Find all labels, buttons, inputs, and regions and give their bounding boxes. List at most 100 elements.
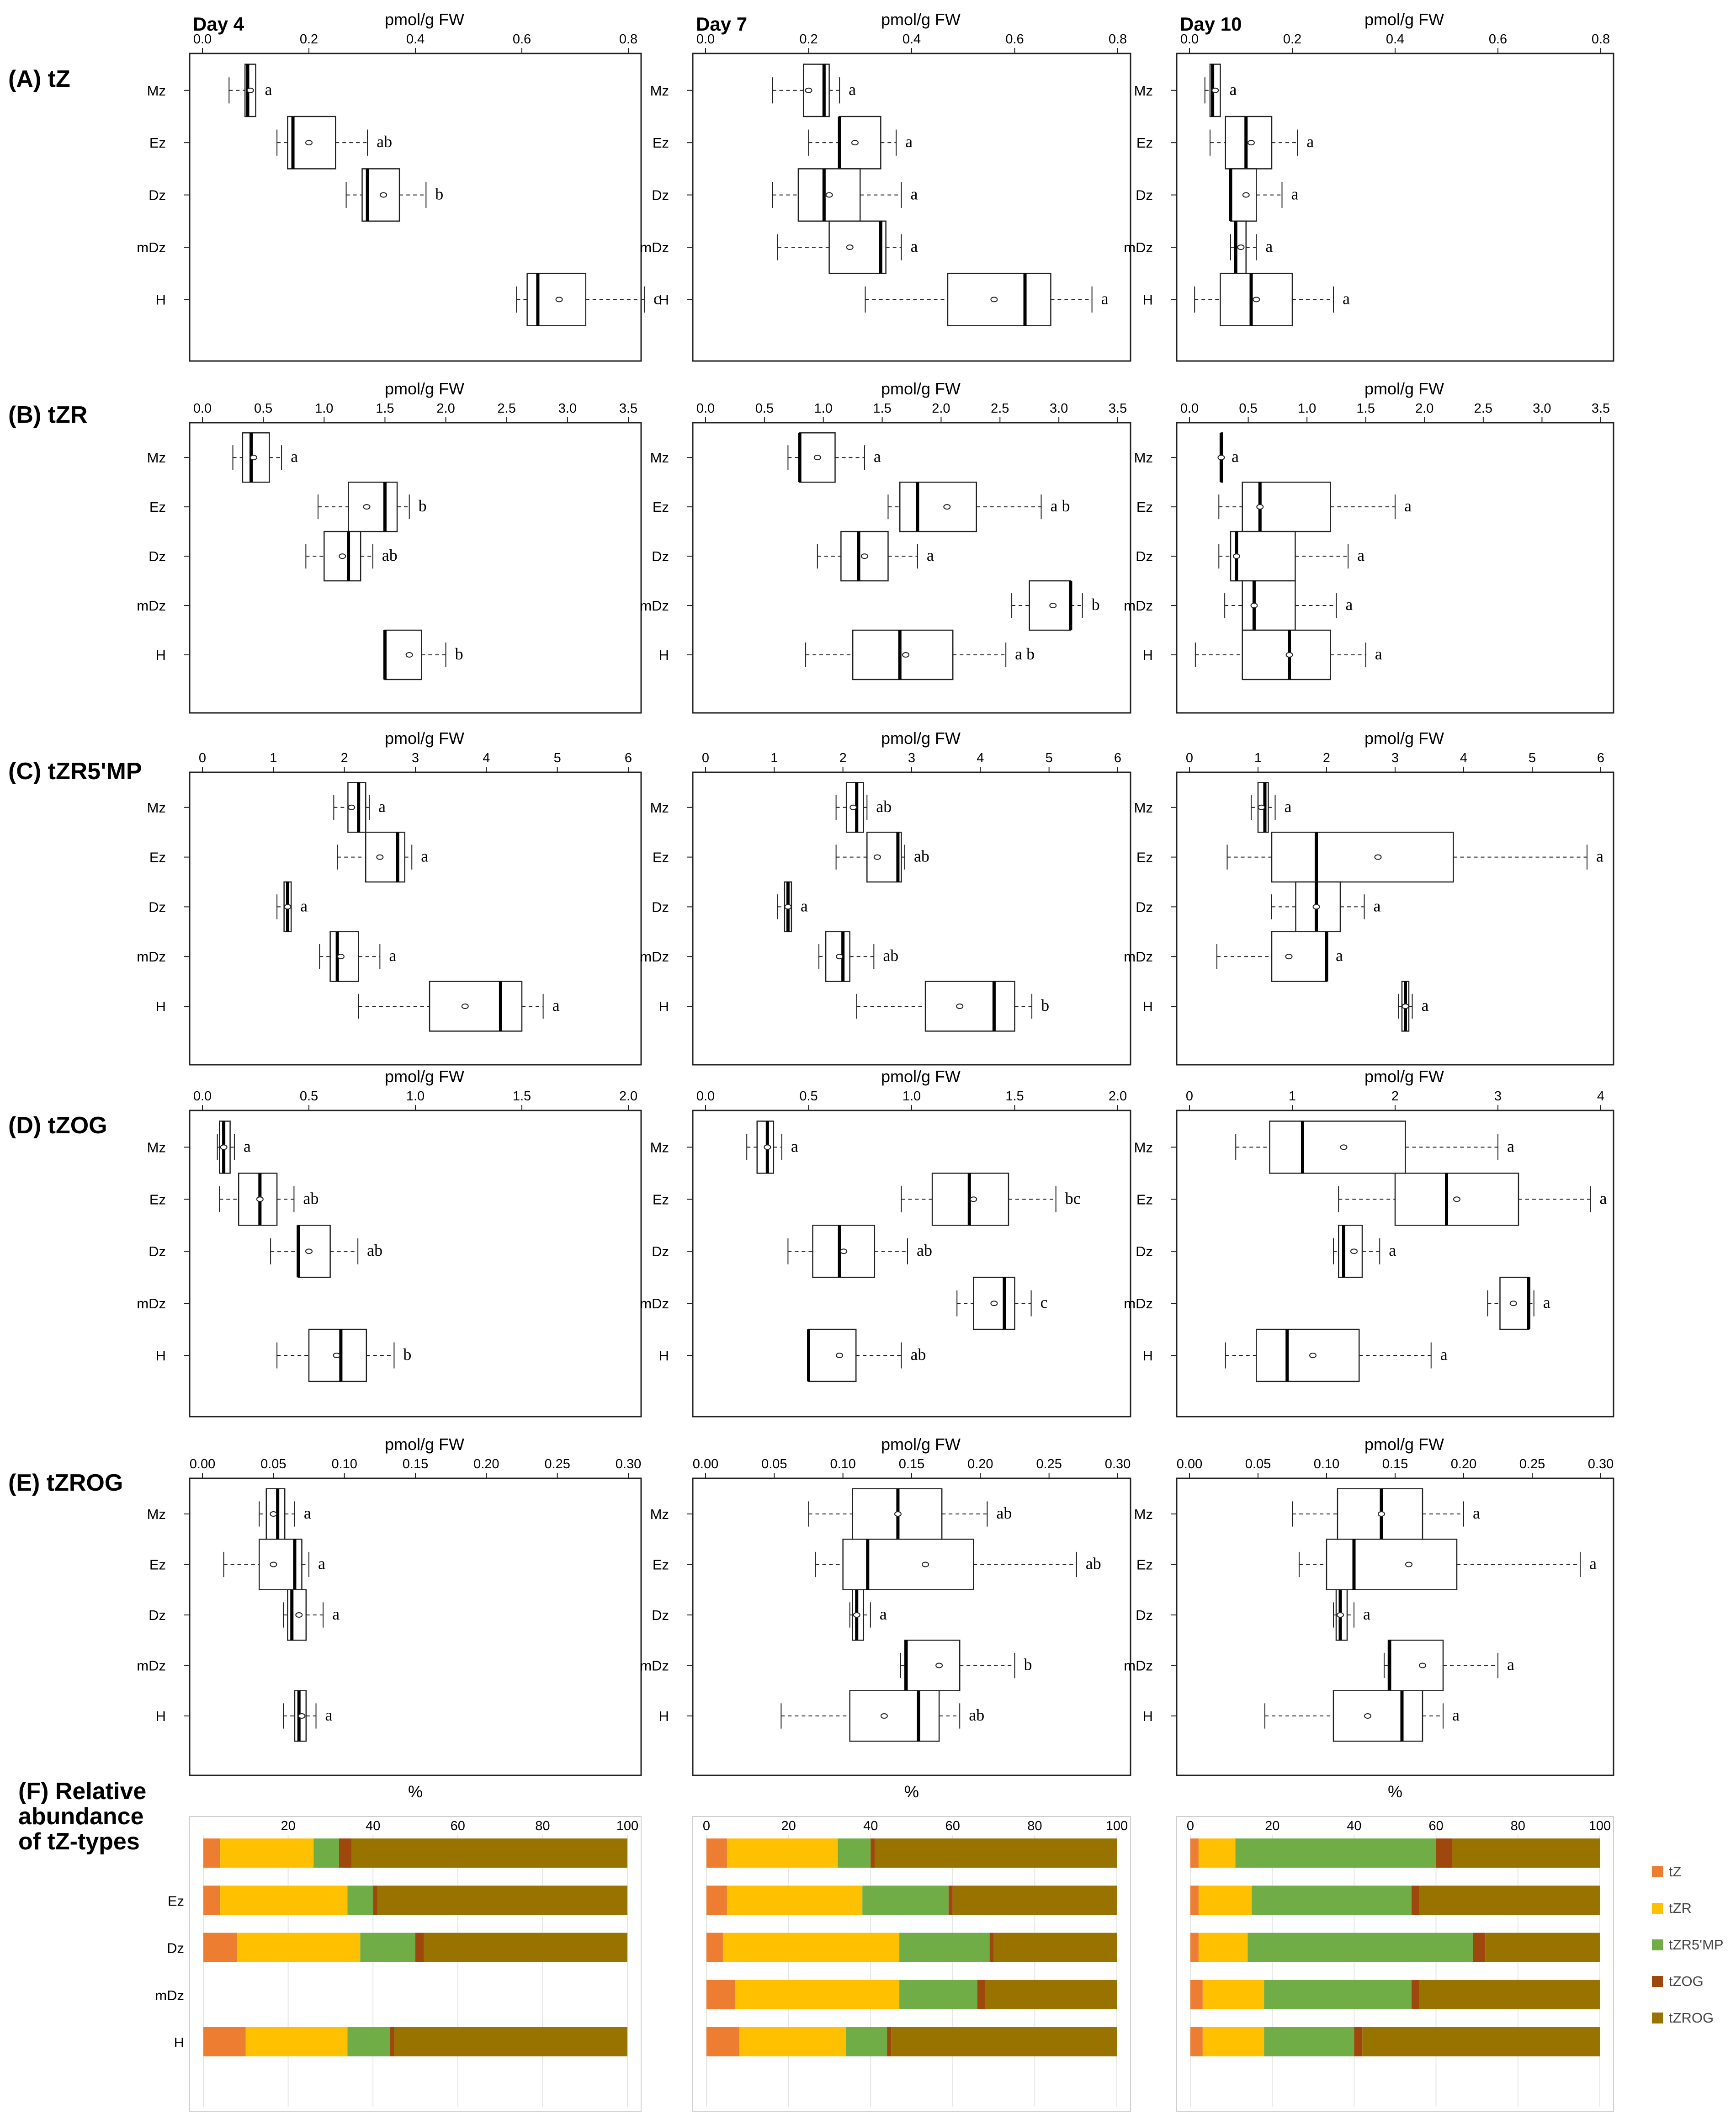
- mean-marker: [880, 1713, 888, 1719]
- significance-label: a: [325, 1706, 333, 1724]
- significance-label: a: [1336, 946, 1343, 965]
- box-Ez: a: [1338, 1173, 1607, 1226]
- box-Dz: a: [1229, 168, 1299, 222]
- x-tick-label: 0.6: [513, 32, 531, 47]
- category-label: Dz: [1136, 1243, 1153, 1259]
- category-label: H: [659, 1348, 669, 1364]
- x-tick-label: 60: [451, 1819, 465, 1833]
- box-Dz: a: [1333, 1225, 1396, 1278]
- x-tick-label: 0.2: [300, 32, 318, 47]
- significance-label: a b: [1015, 645, 1035, 663]
- mean-marker: [220, 1144, 228, 1150]
- x-tick-label: 1.0: [814, 401, 833, 416]
- box-H: c: [516, 272, 661, 326]
- category-label: Mz: [147, 450, 166, 466]
- box-mDz: a: [1487, 1276, 1550, 1330]
- box-Mz: a: [1251, 782, 1292, 833]
- category-label: Dz: [652, 1243, 669, 1259]
- stacked-segment-tZROG: [891, 2027, 1117, 2056]
- mean-marker: [1364, 1713, 1371, 1719]
- row-label-1: (B) tZR: [8, 402, 87, 428]
- x-tick-label: 0.05: [1245, 1457, 1271, 1471]
- category-label: mDz: [640, 1658, 669, 1674]
- significance-label: a: [1600, 1189, 1607, 1207]
- box-Dz: a: [1218, 531, 1364, 582]
- category-label: Mz: [147, 83, 166, 99]
- significance-label: a: [1375, 645, 1382, 663]
- x-tick-label: 1.5: [376, 401, 394, 416]
- legend-label: tZR5'MP: [1669, 1937, 1724, 1953]
- category-label: mDz: [640, 239, 669, 255]
- x-tick-label: 1: [270, 751, 277, 765]
- category-label: mDz: [137, 949, 166, 965]
- x-tick-label: 4: [483, 751, 490, 765]
- mean-marker: [376, 854, 384, 860]
- stacked-segment-tZ: [1190, 1933, 1199, 1962]
- stacked-segment-tZOG: [1411, 1885, 1420, 1915]
- category-label: Dz: [149, 187, 166, 203]
- iqr-box: [1333, 1690, 1423, 1742]
- panel-4-1: pmol/g FW 0.00 0.05 0.10 0.15 0.20 0.25 0.30 Mz a…: [640, 1435, 1131, 1776]
- significance-label: a: [791, 1137, 798, 1155]
- category-label: Ez: [653, 499, 669, 515]
- stacked-segment-tZOG: [887, 2027, 892, 2056]
- category-label: mDz: [640, 1296, 669, 1312]
- x-tick-label: 6: [625, 751, 632, 765]
- x-tick-label: 0.0: [696, 1089, 715, 1104]
- significance-label: a: [1452, 1706, 1460, 1724]
- stacked-segment-tZROG: [985, 1980, 1117, 2009]
- row-f-label-line: (F) Relative: [18, 1778, 146, 1805]
- stacked-panel-2: % 0 20 40 60 80 100: [1176, 1782, 1614, 2112]
- iqr-box: [384, 629, 422, 680]
- x-tick-label: 6: [1597, 751, 1604, 765]
- category-label: Dz: [1136, 1607, 1153, 1623]
- x-tick-label: 1.5: [513, 1089, 531, 1104]
- iqr-box: [849, 1690, 940, 1742]
- iqr-box: [1242, 481, 1331, 532]
- x-tick-label: 0.8: [1592, 32, 1610, 47]
- mean-marker: [1405, 1561, 1412, 1567]
- x-axis-unit: pmol/g FW: [385, 379, 464, 398]
- mean-marker: [1340, 1144, 1348, 1150]
- x-tick-label: 6: [1114, 751, 1121, 765]
- plot-frame: [1176, 771, 1614, 1066]
- x-tick-label: 0.10: [830, 1457, 855, 1471]
- category-label: Mz: [147, 1139, 166, 1155]
- stacked-segment-tZ: [1190, 1838, 1199, 1868]
- significance-label: ab: [917, 1241, 932, 1259]
- significance-label: b: [455, 645, 463, 663]
- mean-marker: [1211, 87, 1219, 93]
- x-tick-label: 2.5: [498, 401, 516, 416]
- box-H: b: [856, 981, 1049, 1032]
- mean-marker: [943, 504, 951, 510]
- x-tick-label: 20: [1265, 1819, 1279, 1833]
- category-label: Ez: [653, 135, 669, 151]
- box-mDz: a: [1224, 580, 1353, 631]
- plot-frame: [692, 422, 1131, 714]
- significance-label: a: [1374, 897, 1381, 915]
- panel-0-2: pmol/g FW 0.0 0.2 0.4 0.6 0.8 Mz a Ez a Dz a mDz a H a: [1124, 10, 1614, 362]
- x-tick-label: 0.5: [1239, 401, 1257, 416]
- x-tick-label: 20: [781, 1819, 796, 1833]
- x-tick-label: 2: [1391, 1089, 1399, 1104]
- category-label: H: [156, 1708, 166, 1724]
- mean-marker: [1509, 1301, 1517, 1306]
- category-label: H: [1143, 647, 1153, 663]
- stacked-segment-tZR: [735, 1980, 900, 2009]
- significance-label: a: [1363, 1605, 1370, 1623]
- x-tick-label: 0.0: [193, 1089, 212, 1104]
- mean-marker: [333, 1353, 340, 1358]
- box-Dz: a: [1271, 881, 1381, 933]
- x-tick-label: 1.5: [873, 401, 891, 416]
- box-H: a: [865, 272, 1109, 326]
- significance-label: b: [419, 497, 427, 515]
- stacked-segment-tZR: [722, 1933, 900, 1962]
- legend-swatch: [1652, 1939, 1663, 1950]
- category-label: Mz: [650, 450, 669, 466]
- mean-marker: [784, 904, 792, 910]
- box-Dz: ab: [787, 1225, 932, 1278]
- mean-marker: [956, 1004, 964, 1009]
- stacked-segment-tZ: [203, 2027, 246, 2056]
- x-axis-unit: pmol/g FW: [881, 10, 961, 29]
- x-tick-label: 0.5: [755, 401, 774, 416]
